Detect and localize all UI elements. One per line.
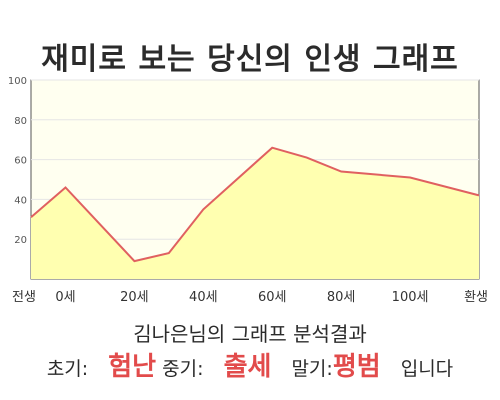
x-tick-label: 20세	[120, 290, 149, 305]
analysis-subtitle: 김나은님의 그래프 분석결과	[133, 322, 367, 346]
x-tick-label: 0세	[55, 290, 75, 305]
analysis-result: 초기: 험난 중기: 출세 말기:평범 입니다	[0, 346, 500, 383]
early-value: 험난	[108, 352, 157, 382]
y-tick-label: 60	[14, 156, 27, 167]
chart-title: 재미로 보는 당신의 인생 그래프	[41, 42, 459, 77]
x-tick-label: 전생	[12, 290, 36, 305]
x-tick-label: 환생	[464, 290, 488, 305]
y-tick-label: 80	[14, 116, 27, 127]
x-tick-label: 80세	[327, 290, 356, 305]
y-tick-label: 40	[14, 195, 27, 206]
y-tick-label: 100	[8, 76, 27, 87]
series-line	[30, 146, 480, 263]
x-tick-label: 100세	[392, 290, 429, 305]
y-tick-label: 20	[14, 235, 27, 246]
x-axis-ticks: 전생 0세 20세 40세 60세 80세 100세 환생	[12, 290, 488, 305]
life-graph-chart: 20 40 60 80 100 전생 0세 20세 40세 60세 80세 100세 환생	[8, 76, 488, 305]
late-value: 평범	[332, 352, 381, 382]
x-tick-label: 60세	[258, 290, 287, 305]
early-label: 초기:	[46, 358, 89, 380]
late-label: 말기:	[291, 358, 333, 380]
mid-value: 출세	[223, 352, 272, 382]
y-axis-ticks: 20 40 60 80 100	[8, 76, 27, 246]
x-tick-label: 40세	[189, 290, 218, 305]
result-ending: 입니다	[400, 358, 454, 380]
area-fill	[31, 147, 479, 279]
mid-label: 중기:	[162, 358, 204, 380]
